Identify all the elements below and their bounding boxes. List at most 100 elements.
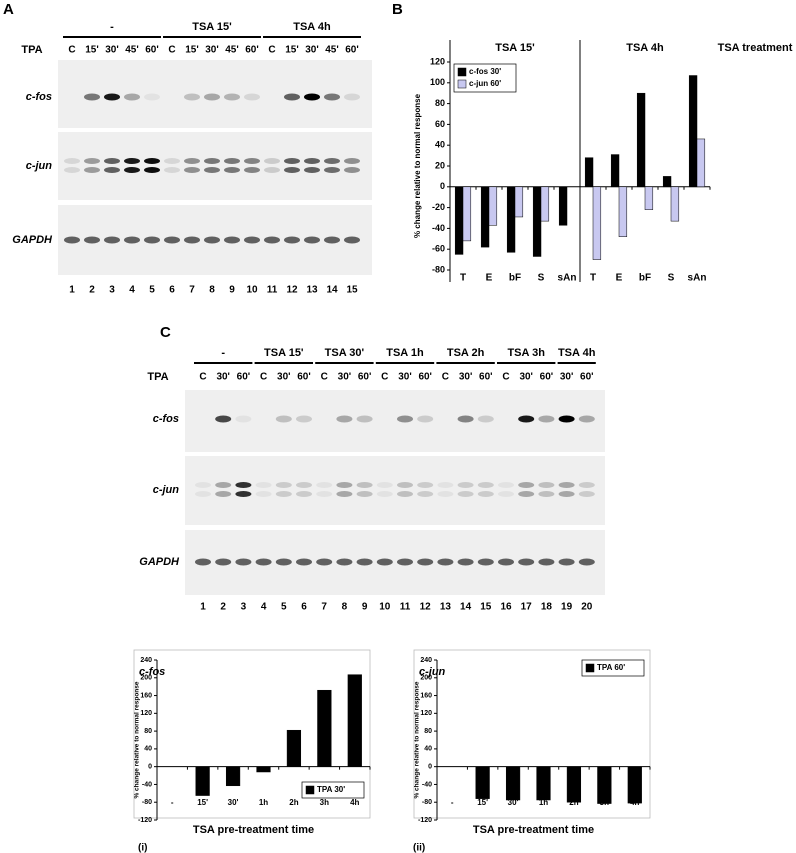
group-label: TSA 30' [325,347,365,359]
band [104,236,120,244]
bar [696,138,706,188]
lane-label: 30' [216,372,230,383]
lane-label: 45' [125,45,139,56]
band [498,558,514,566]
row-label: c-jun [153,484,180,496]
x-tick-label: E [616,273,623,284]
lane-label: 60' [297,372,311,383]
y-tick-label: 0 [148,764,152,771]
group-label: TSA 4h [558,347,596,359]
x-tick-label: 15' [477,798,488,807]
lane-number: 2 [220,602,226,613]
x-tick-label: 2h [289,798,298,807]
band [64,236,80,244]
band [397,491,413,497]
chart-label: c-jun [419,666,446,678]
lane-number: 16 [500,602,512,613]
lane-number: 2 [89,285,95,296]
group-label: TSA 15' [495,42,535,54]
lane-label: C [321,372,328,383]
lane-label: 60' [245,45,259,56]
y-tick-label: -60 [432,244,445,254]
band [204,93,220,101]
lane-label: 15' [85,45,99,56]
x-tick-label: - [451,798,454,807]
band [104,93,120,101]
lane-label: 30' [560,372,574,383]
band [124,167,140,173]
band [275,558,292,566]
y-tick-label: 240 [420,657,432,664]
lane-number: 3 [109,285,115,296]
band [144,93,160,101]
band [477,415,494,423]
lane-number: 8 [342,602,348,613]
y-tick-label: 200 [140,675,152,682]
lane-label: C [168,45,175,56]
band [64,167,80,173]
band [578,415,595,423]
lane-number: 8 [209,285,215,296]
x-tick-label: 30' [508,798,519,807]
bar [462,186,472,242]
band [417,482,434,488]
lane-number: 4 [261,602,267,613]
lane-number: 11 [267,285,278,296]
band [275,415,292,423]
lane-label: 30' [205,45,219,56]
bar [670,186,680,222]
lane-number: 15 [346,285,358,296]
y-tick-label: 0 [428,764,432,771]
band [437,558,454,566]
band [324,167,340,173]
legend-label: c-jun 60' [469,79,501,88]
band [164,167,180,173]
band [124,236,140,244]
band [304,158,320,164]
bar [454,186,464,255]
y-tick-label: -20 [432,202,445,212]
y-tick-label: -80 [422,799,432,806]
band [344,167,360,173]
band [296,415,312,423]
band [184,93,200,101]
lane-number: 14 [460,602,472,613]
lane-label: 15' [185,45,199,56]
lane-label: 30' [305,45,319,56]
lane-label: 60' [418,372,432,383]
band [284,167,300,173]
band [304,236,320,244]
group-label: TSA 4h [293,21,331,33]
lane-number: 5 [149,285,155,296]
bar [536,766,551,801]
band [538,491,555,497]
panel-label: A [3,1,14,18]
band [376,558,393,566]
band [164,158,180,164]
bar [256,766,271,773]
band [195,491,211,497]
y-tick-label: 40 [435,140,445,150]
x-tick-label: bF [509,273,521,284]
lane-label: C [502,372,509,383]
lane-number: 20 [581,602,593,613]
lane-label: C [260,372,267,383]
band [477,558,494,566]
band [417,558,434,566]
y-tick-label: -40 [432,223,445,233]
band [244,236,260,244]
y-tick-label: 60 [435,119,445,129]
bar [488,186,498,226]
band [215,482,232,488]
lane-label: 30' [277,372,291,383]
band [224,93,240,101]
band [558,558,575,566]
band [144,167,160,173]
band [144,236,160,244]
x-axis-label: TSA pre-treatment time [193,824,314,836]
y-tick-label: 0 [440,181,445,191]
y-tick-label: 120 [140,710,152,717]
panel-label: B [392,1,403,18]
y-tick-label: -80 [142,799,152,806]
band [578,558,595,566]
